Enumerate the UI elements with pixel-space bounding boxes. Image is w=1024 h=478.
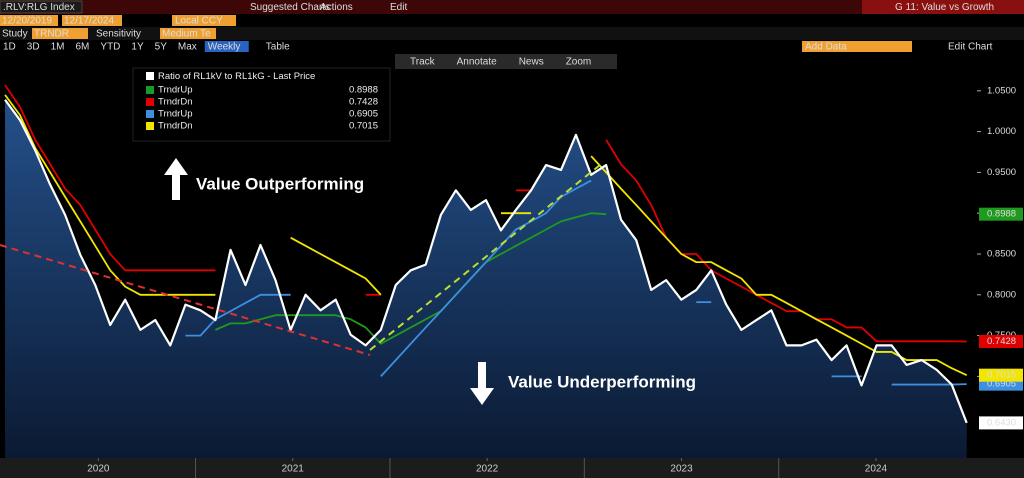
- table-button[interactable]: Table: [266, 42, 290, 53]
- legend-label: TrndrUp: [158, 85, 193, 96]
- suggested-charts[interactable]: Suggested Charts: [250, 2, 330, 13]
- last-value-tag: [979, 416, 1023, 430]
- last-value-label: 0.6430: [987, 417, 1016, 428]
- x-axis-band: [0, 458, 1024, 478]
- legend-label: TrndrDn: [158, 121, 193, 132]
- annotation: Value Outperforming: [196, 174, 364, 193]
- last-value-label: 0.6905: [987, 379, 1016, 390]
- legend-value: 0.8988: [349, 85, 378, 96]
- series-line: [4, 99, 968, 424]
- legend-label: TrndrDn: [158, 97, 193, 108]
- series-line: [4, 84, 216, 272]
- sensitivity-field[interactable]: [160, 28, 216, 39]
- y-tick-label: 0.8000: [987, 289, 1016, 300]
- start-date[interactable]: 12/20/2019: [2, 16, 52, 27]
- chart-tool[interactable]: Zoom: [566, 57, 592, 68]
- legend-swatch: [146, 98, 154, 106]
- trend-line-down: [0, 244, 371, 356]
- x-tick-label: 2023: [670, 464, 693, 475]
- edit-chart[interactable]: Edit Chart: [948, 42, 993, 53]
- series-line: [290, 236, 382, 296]
- last-value-label: 0.8988: [987, 209, 1016, 220]
- legend: [132, 67, 391, 142]
- up-arrow: [164, 158, 188, 200]
- x-tick-label: 2024: [865, 464, 888, 475]
- add-data[interactable]: Add Data: [805, 42, 847, 53]
- end-date[interactable]: 12/17/2024: [64, 16, 114, 27]
- legend-value: 0.7428: [349, 97, 378, 108]
- annotation: Value Underperforming: [508, 372, 696, 391]
- study-label: Study: [2, 29, 28, 40]
- legend-value: 0.7015: [349, 121, 378, 132]
- legend-label: TrndrUp: [158, 109, 193, 120]
- title-bar: [0, 0, 1024, 14]
- y-tick-label: 0.8500: [987, 249, 1016, 260]
- study-bar: [0, 14, 1024, 27]
- page-title: G 11: Value vs Growth: [895, 2, 994, 13]
- last-value-label: 0.7428: [987, 336, 1016, 347]
- chart-tool[interactable]: Track: [410, 57, 436, 68]
- last-value-tag: [979, 368, 1023, 382]
- series-line: [590, 155, 968, 376]
- x-tick-label: 2022: [476, 464, 499, 475]
- period-button[interactable]: 1M: [51, 42, 65, 53]
- last-value-tag: [979, 334, 1023, 348]
- legend-title: Ratio of RL1kV to RL1kG - Last Price: [158, 71, 315, 82]
- legend-swatch: [146, 72, 154, 80]
- page-title-box: [862, 0, 1024, 14]
- study[interactable]: TRNDR: [34, 29, 69, 40]
- period-button[interactable]: 6M: [76, 42, 90, 53]
- chart-tool[interactable]: Annotate: [457, 57, 497, 68]
- y-tick-label: 0.9500: [987, 167, 1016, 178]
- chart-tools: [395, 54, 617, 69]
- actions-menu[interactable]: Actions: [320, 2, 353, 13]
- price-area: [5, 99, 967, 458]
- period-button[interactable]: 1D: [3, 42, 16, 53]
- study-field[interactable]: [32, 28, 88, 39]
- end-date-field[interactable]: [62, 15, 122, 26]
- period-button[interactable]: Max: [178, 42, 197, 53]
- period-button[interactable]: 5Y: [155, 42, 168, 53]
- series-line: [185, 293, 291, 337]
- currency-field[interactable]: [172, 15, 236, 26]
- y-tick-label: 1.0500: [987, 85, 1016, 96]
- down-arrow: [470, 362, 494, 405]
- period-button[interactable]: YTD: [100, 42, 120, 53]
- legend-value: 0.6905: [349, 109, 378, 120]
- last-value-label: 0.7015: [987, 370, 1016, 381]
- period-button[interactable]: 3D: [27, 42, 40, 53]
- edit-menu[interactable]: Edit: [390, 2, 407, 13]
- security[interactable]: .RLV:RLG Index: [3, 2, 75, 13]
- x-tick-label: 2021: [282, 464, 305, 475]
- legend-swatch: [146, 110, 154, 118]
- frequency[interactable]: Weekly: [208, 42, 241, 53]
- legend-swatch: [146, 122, 154, 130]
- chart-tool[interactable]: News: [519, 57, 544, 68]
- period-button[interactable]: 1Y: [131, 42, 144, 53]
- series-line: [215, 212, 607, 345]
- trend-line-up: [369, 164, 601, 351]
- y-tick-label: 1.0000: [987, 126, 1016, 137]
- series-line: [380, 179, 592, 378]
- legend-swatch: [146, 86, 154, 94]
- start-date-field[interactable]: [0, 15, 58, 26]
- sensitivity-label: Sensitivity: [96, 29, 141, 40]
- currency[interactable]: Local CCY: [175, 16, 223, 27]
- period-bar: [0, 27, 1024, 40]
- security-field[interactable]: [0, 0, 83, 14]
- sensitivity[interactable]: Medium Te: [162, 29, 211, 40]
- last-value-tag: [979, 207, 1023, 221]
- series-line: [4, 94, 216, 296]
- x-tick-label: 2020: [87, 464, 110, 475]
- add-data-field[interactable]: [802, 41, 912, 52]
- frequency-field[interactable]: [204, 41, 249, 52]
